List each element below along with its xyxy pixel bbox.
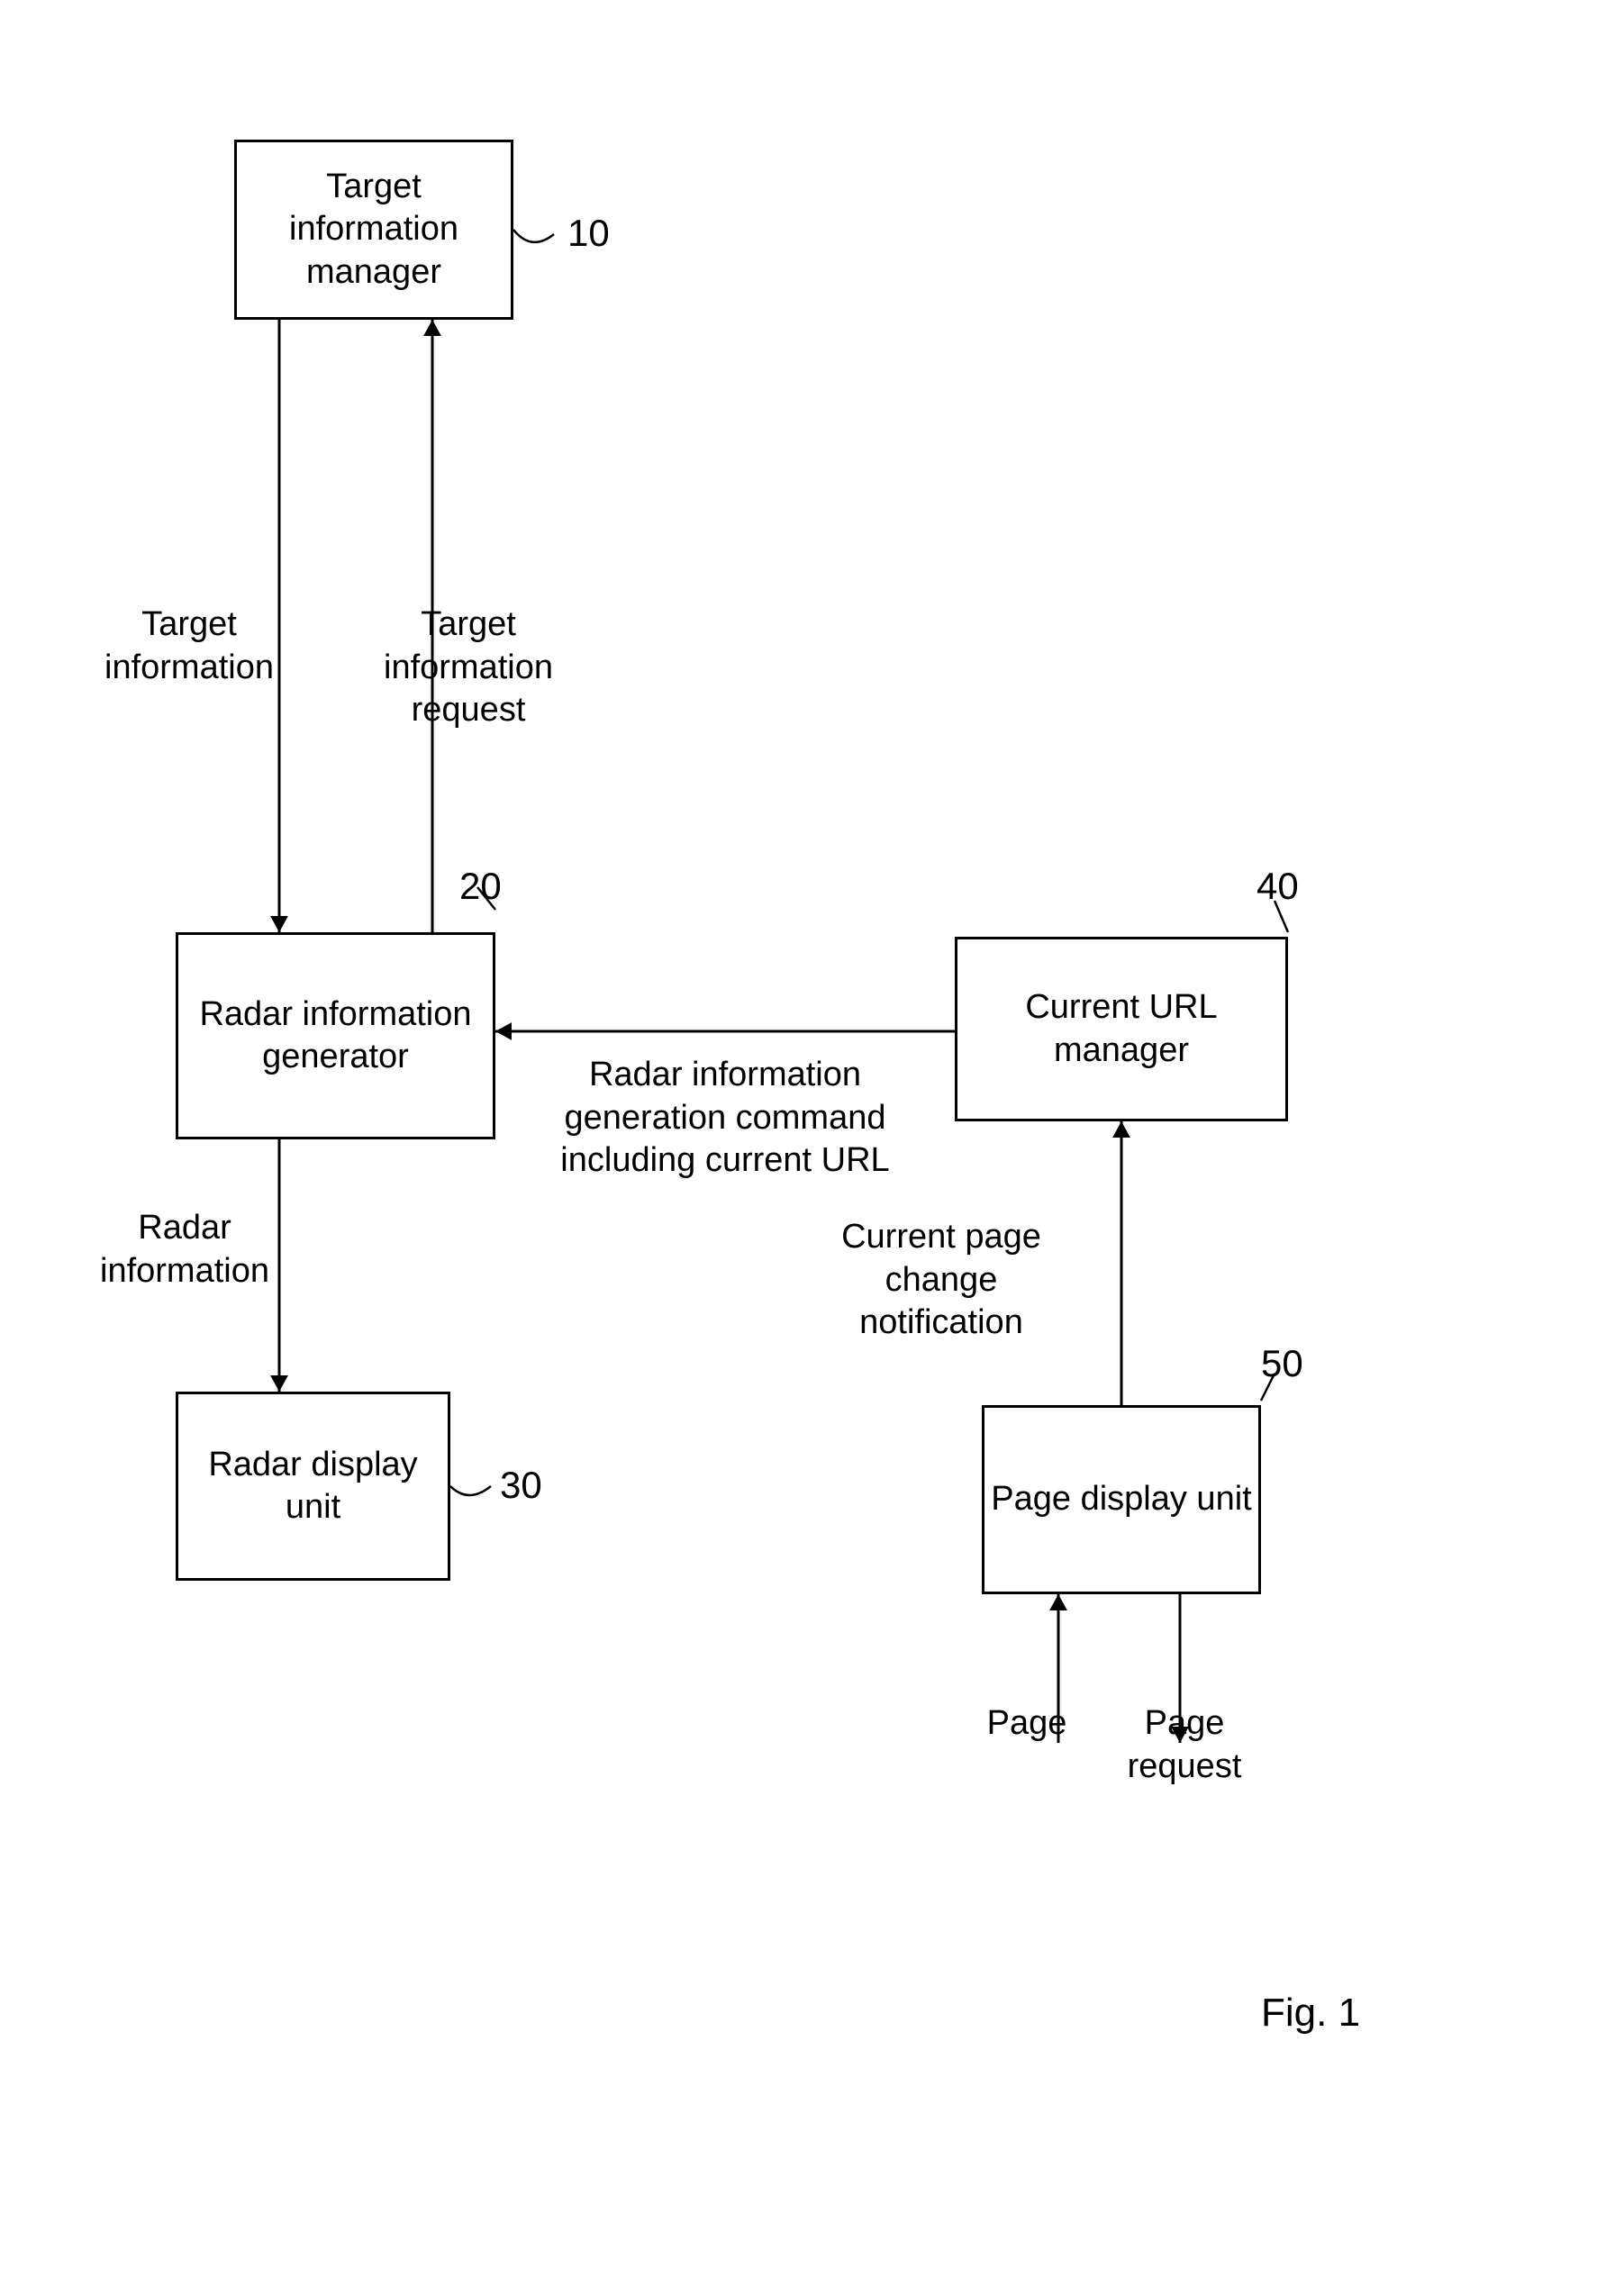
- edge-label-current-page-change-notification: Current page change notification: [820, 1216, 1063, 1345]
- edge-label-page-request: Page request: [1108, 1702, 1261, 1788]
- ref-40: 40: [1257, 865, 1299, 908]
- ref-50: 50: [1261, 1342, 1303, 1385]
- edge-label-page: Page: [973, 1702, 1081, 1746]
- box-label: Target information manager: [237, 166, 511, 295]
- edge-label-radar-information: Radar information: [86, 1207, 284, 1293]
- box-label: Radar display unit: [178, 1444, 448, 1529]
- box-page-display-unit: Page display unit: [982, 1405, 1261, 1594]
- box-label: Page display unit: [991, 1478, 1251, 1521]
- box-radar-display-unit: Radar display unit: [176, 1392, 450, 1581]
- ref-30: 30: [500, 1464, 542, 1507]
- edge-label-target-information-request: Target information request: [356, 603, 581, 732]
- diagram-canvas: Target information manager 10 Radar info…: [0, 0, 1624, 2295]
- ref-20: 20: [459, 865, 502, 908]
- box-label: Radar information generator: [178, 993, 493, 1079]
- edge-label-target-information: Target information: [90, 603, 288, 689]
- ref-10: 10: [567, 212, 610, 255]
- edge-label-radar-generation-command: Radar information generation command inc…: [531, 1054, 919, 1183]
- box-label: Current URL manager: [957, 986, 1285, 1072]
- box-radar-information-generator: Radar information generator: [176, 932, 495, 1139]
- figure-label: Fig. 1: [1261, 1991, 1360, 2036]
- box-current-url-manager: Current URL manager: [955, 937, 1288, 1121]
- box-target-information-manager: Target information manager: [234, 140, 513, 320]
